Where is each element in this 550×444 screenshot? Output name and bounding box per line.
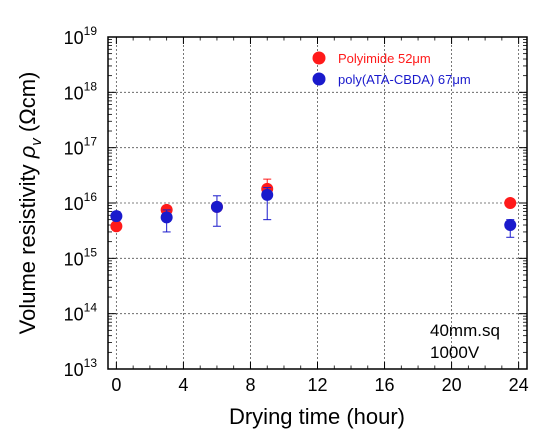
data-point xyxy=(110,220,123,233)
y-axis-title-symbol: ρ xyxy=(15,146,40,160)
x-tick-label: 12 xyxy=(307,375,327,395)
data-series xyxy=(110,178,517,238)
data-point xyxy=(160,211,173,224)
data-point xyxy=(504,219,517,232)
data-point xyxy=(210,200,223,213)
y-tick-label: 1015 xyxy=(64,245,98,269)
x-tick-label: 16 xyxy=(375,375,395,395)
legend-marker-poly-ata-cbda xyxy=(312,72,326,86)
y-tick-label: 1014 xyxy=(64,301,98,325)
y-tick-base: 10 xyxy=(64,194,84,214)
y-tick-exponent: 16 xyxy=(84,190,98,204)
y-axis-title-main: Volume resistivity xyxy=(15,164,40,334)
data-point xyxy=(504,197,517,209)
data-point xyxy=(261,188,274,201)
y-tick-base: 10 xyxy=(64,249,84,269)
y-tick-label: 1019 xyxy=(64,24,98,48)
grid xyxy=(108,37,527,369)
annotation-voltage: 1000V xyxy=(430,343,480,362)
y-tick-base: 10 xyxy=(64,360,84,380)
y-tick-exponent: 17 xyxy=(84,135,98,149)
y-tick-base: 10 xyxy=(64,305,84,325)
x-tick-label: 20 xyxy=(442,375,462,395)
data-point xyxy=(110,210,123,223)
y-tick-exponent: 19 xyxy=(84,24,98,38)
y-axis-title: Volume resistivity ρv (Ωcm) xyxy=(15,72,45,335)
y-tick-exponent: 18 xyxy=(84,79,98,93)
y-tick-label: 1016 xyxy=(64,190,98,214)
y-tick-base: 10 xyxy=(64,83,84,103)
legend-label-poly-ata-cbda: poly(ATA-CBDA) 67μm xyxy=(338,72,471,87)
plot-frame xyxy=(107,36,528,370)
y-axis-title-subscript: v xyxy=(28,137,45,146)
y-tick-base: 10 xyxy=(64,139,84,159)
legend: Polyimide 52μm poly(ATA-CBDA) 67μm xyxy=(312,51,471,87)
legend-label-polyimide: Polyimide 52μm xyxy=(338,51,431,66)
y-tick-label: 1013 xyxy=(64,356,98,380)
y-tick-exponent: 15 xyxy=(84,245,98,259)
series-1 xyxy=(110,187,517,238)
x-tick-label: 0 xyxy=(111,375,121,395)
legend-marker-polyimide xyxy=(312,51,326,65)
y-tick-exponent: 14 xyxy=(84,301,98,315)
x-tick-labels: 0 4 8 12 16 20 24 xyxy=(111,375,528,395)
x-tick-label: 24 xyxy=(509,375,529,395)
y-tick-base: 10 xyxy=(64,28,84,48)
y-axis-title-unit: (Ωcm) xyxy=(15,72,40,132)
x-tick-label: 8 xyxy=(245,375,255,395)
x-tick-label: 4 xyxy=(178,375,188,395)
y-tick-label: 1018 xyxy=(64,79,98,103)
annotation-size: 40mm.sq xyxy=(430,321,500,340)
x-axis-title: Drying time (hour) xyxy=(229,404,405,429)
y-tick-label: 1017 xyxy=(64,135,98,159)
y-tick-exponent: 13 xyxy=(84,356,98,370)
